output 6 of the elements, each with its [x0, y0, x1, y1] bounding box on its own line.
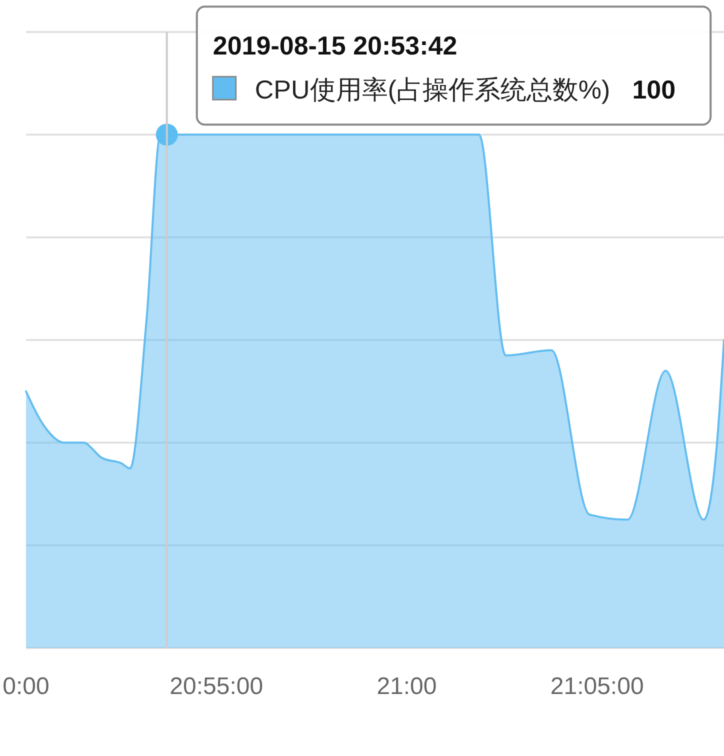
- x-tick-label: 21:00: [376, 673, 437, 700]
- legend-label: CPU使用率(占操作系统总数%): [254, 74, 610, 105]
- x-tick-label: 20:55:00: [170, 673, 264, 700]
- x-tick-label: 21:05:00: [550, 673, 644, 700]
- x-tick-label: 0:00: [2, 673, 50, 700]
- tooltip: 2019-08-15 20:53:42 CPU使用率(占操作系统总数%) 100: [196, 6, 712, 126]
